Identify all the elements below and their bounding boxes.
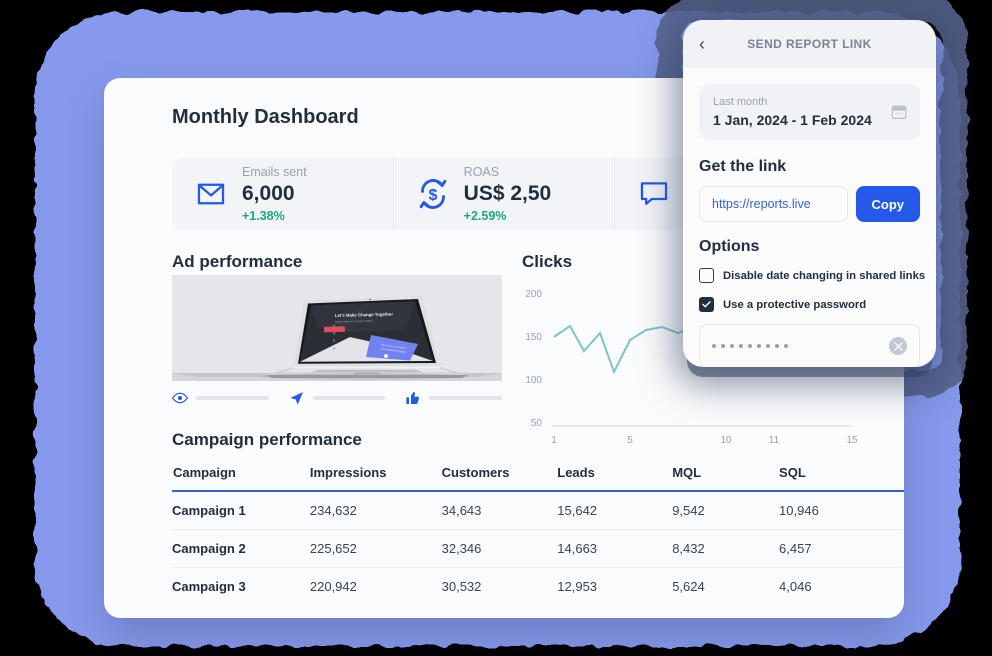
svg-text:150: 150: [525, 332, 542, 343]
svg-text:A: A: [333, 347, 336, 351]
svg-text:200: 200: [525, 289, 542, 300]
svg-text:K: K: [333, 324, 336, 328]
svg-text:100: 100: [525, 375, 542, 386]
svg-text:R: R: [333, 332, 336, 336]
svg-text:$: $: [428, 187, 437, 204]
svg-text:50: 50: [531, 418, 543, 429]
